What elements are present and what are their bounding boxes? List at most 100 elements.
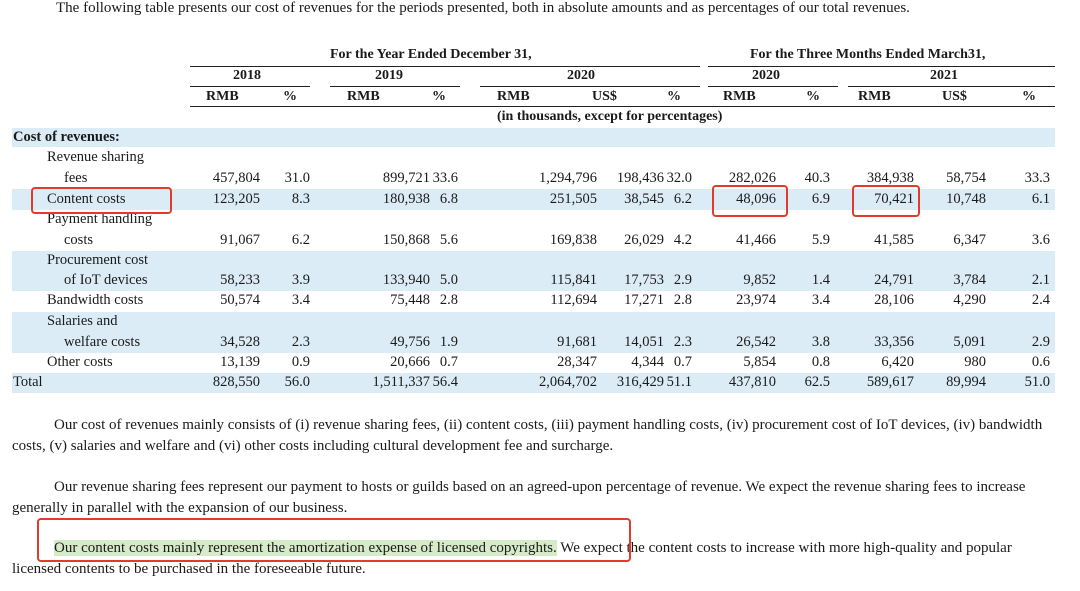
table-cell: 33.3 [1024, 170, 1050, 186]
unit-header: % [432, 89, 446, 104]
table-cell: 980 [964, 354, 986, 370]
table-cell: 14,051 [624, 334, 664, 350]
table-cell: 115,841 [550, 272, 597, 288]
unit-header: % [806, 89, 820, 104]
table-cell: 62.5 [804, 374, 830, 390]
table-cell: 3.9 [291, 272, 310, 288]
annotation-box-70421 [852, 185, 920, 217]
header-year-group: For the Year Ended December 31, [330, 47, 532, 62]
row-label: Procurement cost [47, 252, 149, 268]
row-band [12, 251, 1055, 291]
row-label: welfare costs [64, 334, 141, 350]
table-cell: 0.8 [811, 354, 830, 370]
table-cell: 9,852 [743, 272, 776, 288]
annotation-box-highlight [37, 518, 631, 562]
year-2020: 2020 [567, 68, 595, 83]
table-cell: 6,347 [953, 232, 986, 248]
table-cell: 437,810 [728, 374, 776, 390]
paragraph-content-costs: Our content costs mainly represent the a… [12, 538, 1057, 580]
table-cell: 41,466 [736, 232, 776, 248]
underline-units [190, 106, 1055, 107]
unit-header: % [283, 89, 297, 104]
table-cell: 4,290 [953, 292, 986, 308]
underline-2018 [190, 86, 310, 87]
table-cell: 1,511,337 [372, 374, 430, 390]
table-cell: 28,347 [557, 354, 597, 370]
table-cell: 24,791 [874, 272, 914, 288]
row-band [12, 189, 1055, 210]
paragraph-cost-overview: Our cost of revenues mainly consists of … [12, 415, 1057, 457]
table-cell: 17,271 [624, 292, 664, 308]
row-band [12, 373, 1055, 393]
table-cell: 38,545 [624, 191, 664, 207]
table-cell: 5.6 [439, 232, 458, 248]
row-label: Total [13, 374, 43, 390]
table-cell: 2.3 [673, 334, 692, 350]
table-cell: 6.9 [811, 191, 830, 207]
table-cell: 0.7 [673, 354, 692, 370]
table-cell: 10,748 [946, 191, 986, 207]
row-label: costs [64, 232, 93, 248]
underline-year-group [190, 66, 700, 67]
row-label: Payment handling [47, 211, 153, 227]
table-cell: 91,067 [220, 232, 260, 248]
section-title: Cost of revenues: [13, 129, 120, 145]
table-cell: 198,436 [616, 170, 664, 186]
unit-header: RMB [723, 89, 756, 104]
paragraph-text: Our cost of revenues mainly consists of … [12, 417, 1043, 454]
underline-2019 [330, 86, 460, 87]
underline-2020-q1 [708, 86, 838, 87]
table-cell: 1,294,796 [539, 170, 597, 186]
paragraph-text: We expect the content costs to increase … [12, 540, 1012, 577]
table-cell: 58,233 [220, 272, 260, 288]
table-cell: 3.8 [811, 334, 830, 350]
table-cell: 2.8 [673, 292, 692, 308]
table-cell: 5,091 [953, 334, 986, 350]
table-cell: 2.9 [1031, 334, 1050, 350]
table-cell: 5,854 [743, 354, 776, 370]
table-cell: 41,585 [874, 232, 914, 248]
year-2020-q1: 2020 [752, 68, 780, 83]
table-cell: 28,106 [874, 292, 914, 308]
row-label: fees [64, 170, 88, 186]
table-cell: 2,064,702 [539, 374, 597, 390]
table-cell: 0.7 [439, 354, 458, 370]
table-cell: 3,784 [953, 272, 986, 288]
table-cell: 6,420 [881, 354, 914, 370]
table-cell: 75,448 [390, 292, 430, 308]
annotation-box-48096 [712, 185, 788, 217]
table-cell: 3.4 [811, 292, 830, 308]
unit-header: RMB [858, 89, 891, 104]
unit-header: RMB [497, 89, 530, 104]
table-cell: 49,756 [390, 334, 430, 350]
table-cell: 316,429 [616, 374, 664, 390]
table-cell: 51.0 [1024, 374, 1050, 390]
table-cell: 48,096 [736, 191, 776, 207]
table-cell: 56.4 [432, 374, 458, 390]
table-cell: 3.4 [291, 292, 310, 308]
row-label: Bandwidth costs [47, 292, 144, 308]
row-band [12, 312, 1055, 353]
table-cell: 169,838 [549, 232, 597, 248]
unit-header: US$ [592, 89, 617, 104]
year-2019: 2019 [375, 68, 403, 83]
unit-header: US$ [942, 89, 967, 104]
table-cell: 33.6 [432, 170, 458, 186]
unit-header: % [1022, 89, 1036, 104]
table-cell: 8.3 [291, 191, 310, 207]
table-cell: 5.9 [811, 232, 830, 248]
row-label: Revenue sharing [47, 149, 145, 165]
table-cell: 58,754 [946, 170, 986, 186]
table-cell: 2.3 [291, 334, 310, 350]
table-cell: 384,938 [866, 170, 914, 186]
table-note: (in thousands, except for percentages) [497, 109, 723, 124]
underline-quarter-group [708, 66, 1055, 67]
table-cell: 251,505 [549, 191, 597, 207]
table-cell: 6.2 [291, 232, 310, 248]
table-cell: 3.6 [1031, 232, 1050, 248]
unit-header: RMB [206, 89, 239, 104]
table-cell: 26,542 [736, 334, 776, 350]
table-cell: 589,617 [866, 374, 914, 390]
table-cell: 2.4 [1031, 292, 1050, 308]
table-cell: 457,804 [212, 170, 260, 186]
